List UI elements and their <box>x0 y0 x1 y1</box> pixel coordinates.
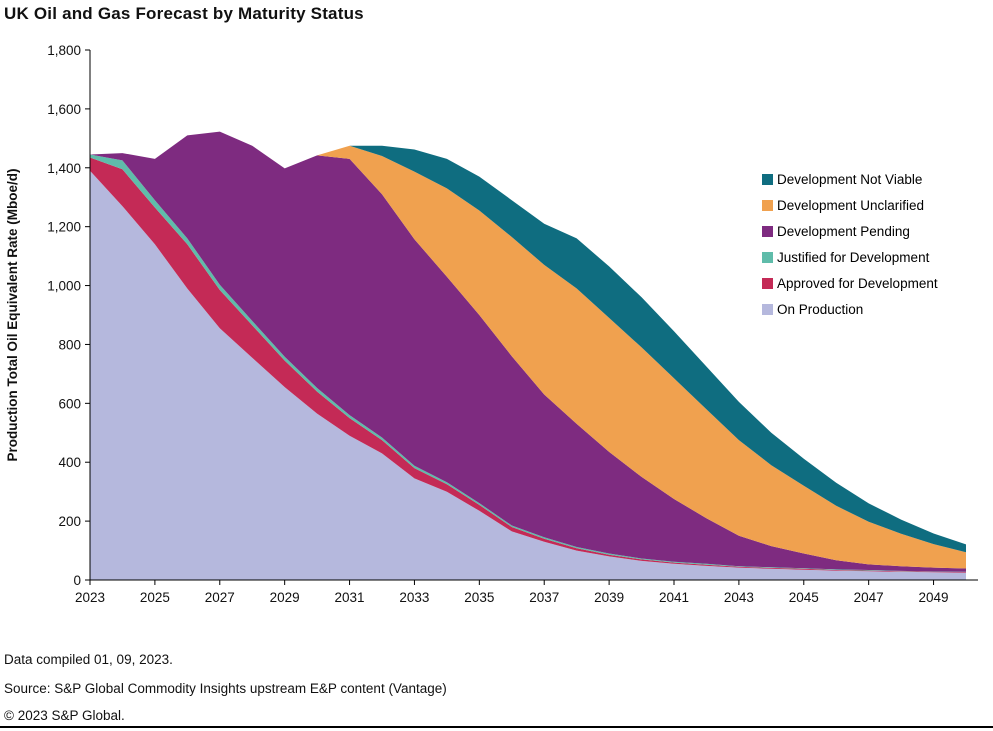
chart-legend: Development Not Viable Development Unclar… <box>762 170 938 319</box>
area-development-unclarified <box>90 131 966 569</box>
y-axis-title: Production Total Oil Equivalent Rate (Mb… <box>5 168 20 461</box>
chart-title: UK Oil and Gas Forecast by Maturity Stat… <box>4 4 364 23</box>
legend-item-justified-for-development: Justified for Development <box>762 248 938 267</box>
legend-item-development-unclarified: Development Unclarified <box>762 196 938 215</box>
y-tick-label: 400 <box>58 455 81 470</box>
y-tick-label: 1,200 <box>47 220 81 235</box>
legend-item-development-not-viable: Development Not Viable <box>762 170 938 189</box>
bottom-divider <box>0 726 993 728</box>
x-tick-label: 2039 <box>594 590 624 605</box>
x-tick-label: 2037 <box>529 590 559 605</box>
footer-data-compiled: Data compiled 01, 09, 2023. <box>4 652 173 667</box>
x-tick-label: 2031 <box>335 590 365 605</box>
x-tick-label: 2047 <box>854 590 884 605</box>
legend-item-approved-for-development: Approved for Development <box>762 274 938 293</box>
legend-swatch-icon <box>762 304 773 315</box>
legend-label: Development Not Viable <box>777 172 923 187</box>
legend-item-development-pending: Development Pending <box>762 222 938 241</box>
x-tick-label: 2025 <box>140 590 170 605</box>
x-tick-label: 2045 <box>789 590 819 605</box>
legend-label: Development Pending <box>777 224 910 239</box>
area-development-not-viable <box>90 131 966 553</box>
y-tick-label: 600 <box>58 396 81 411</box>
x-tick-label: 2041 <box>659 590 689 605</box>
area-on-production <box>90 170 966 580</box>
y-tick-label: 1,000 <box>47 279 81 294</box>
legend-label: Approved for Development <box>777 276 938 291</box>
y-tick-label: 1,400 <box>47 161 81 176</box>
area-approved-for-development <box>90 157 966 573</box>
legend-swatch-icon <box>762 252 773 263</box>
legend-swatch-icon <box>762 278 773 289</box>
x-tick-label: 2029 <box>270 590 300 605</box>
chart-canvas: 0 200 400 600 800 1,000 1,200 1,400 1,600 1,800 20… <box>5 43 978 605</box>
stacked-areas <box>90 131 966 580</box>
axes: 0 200 400 600 800 1,000 1,200 1,400 1,600 1,800 20… <box>47 43 978 605</box>
y-tick-label: 1,800 <box>47 43 81 58</box>
legend-swatch-icon <box>762 226 773 237</box>
x-tick-label: 2049 <box>919 590 949 605</box>
legend-item-on-production: On Production <box>762 300 938 319</box>
x-tick-label: 2033 <box>399 590 429 605</box>
y-tick-label: 200 <box>58 514 81 529</box>
area-development-pending <box>90 131 966 572</box>
legend-label: Development Unclarified <box>777 198 925 213</box>
y-tick-label: 0 <box>73 573 81 588</box>
legend-swatch-icon <box>762 174 773 185</box>
x-tick-label: 2023 <box>75 590 105 605</box>
y-tick-label: 800 <box>58 337 81 352</box>
x-tick-label: 2043 <box>724 590 754 605</box>
footer-copyright: © 2023 S&P Global. <box>4 708 125 723</box>
legend-swatch-icon <box>762 200 773 211</box>
x-tick-label: 2035 <box>464 590 494 605</box>
legend-label: On Production <box>777 302 864 317</box>
x-tick-label: 2027 <box>205 590 235 605</box>
y-tick-label: 1,600 <box>47 102 81 117</box>
legend-label: Justified for Development <box>777 250 930 265</box>
footer-source: Source: S&P Global Commodity Insights up… <box>4 681 447 696</box>
